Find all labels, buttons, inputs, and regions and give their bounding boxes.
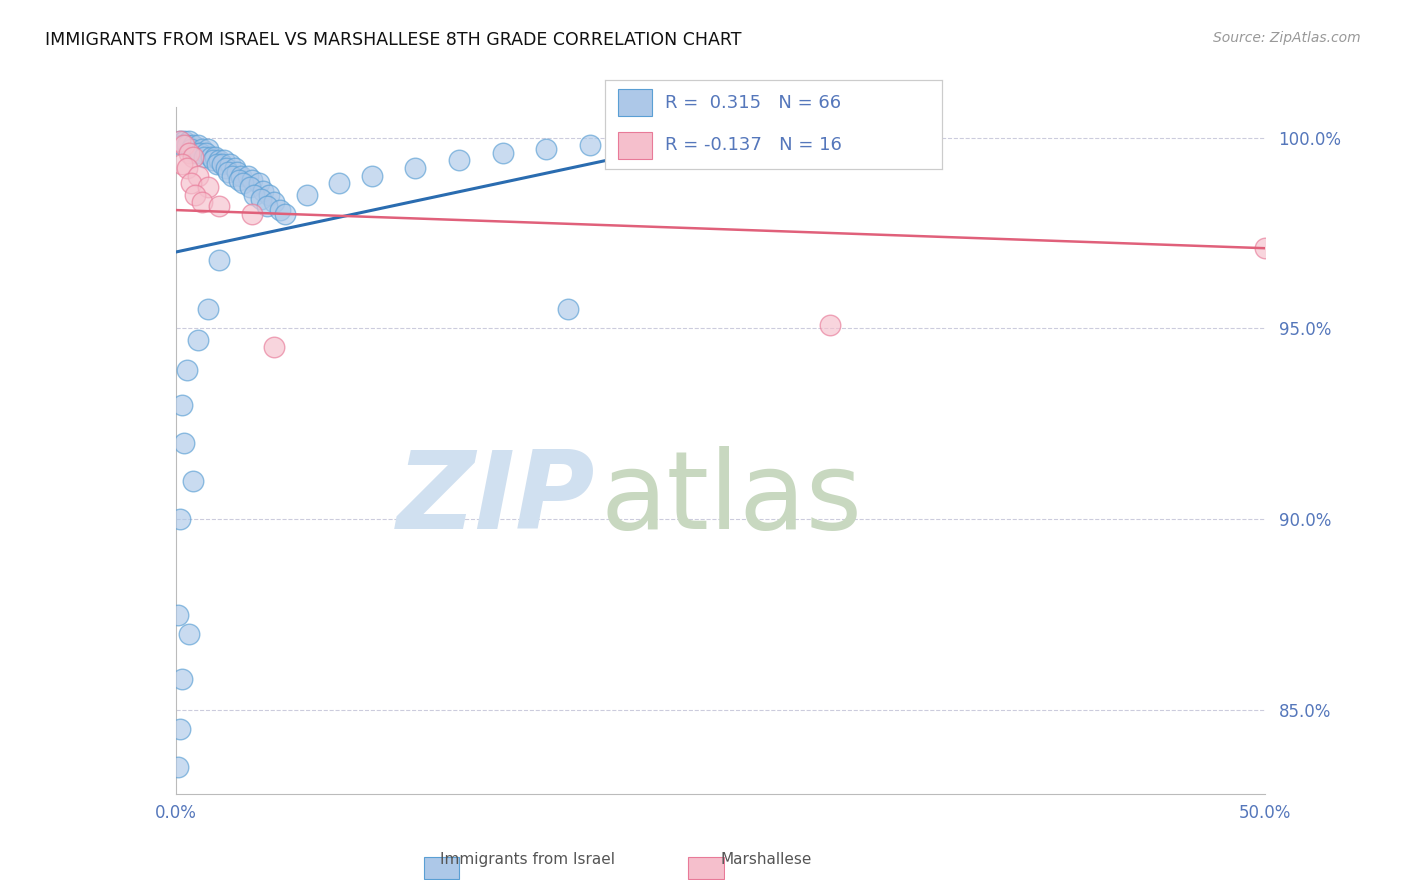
Point	[621, 135, 644, 149]
Point	[666, 135, 689, 149]
Point	[1254, 241, 1277, 255]
Point	[710, 130, 733, 145]
Point	[256, 199, 278, 213]
Point	[224, 161, 246, 175]
Point	[167, 760, 190, 774]
Point	[197, 180, 219, 194]
Point	[405, 161, 427, 175]
Point	[176, 363, 198, 377]
Point	[263, 195, 285, 210]
Point	[252, 184, 274, 198]
Text: R =  0.315   N = 66: R = 0.315 N = 66	[665, 94, 841, 112]
Point	[181, 150, 204, 164]
Point	[208, 153, 231, 168]
Point	[169, 135, 191, 149]
Point	[215, 161, 238, 175]
Point	[249, 192, 271, 206]
Point	[191, 195, 214, 210]
Point	[201, 153, 224, 168]
Point	[269, 203, 291, 218]
Point	[197, 142, 219, 156]
Point	[295, 187, 318, 202]
Point	[177, 145, 200, 160]
Point	[534, 142, 557, 156]
Point	[193, 150, 215, 164]
Point	[172, 157, 194, 171]
Text: R = -0.137   N = 16: R = -0.137 N = 16	[665, 136, 842, 154]
Point	[221, 169, 243, 183]
Point	[217, 165, 239, 179]
Point	[204, 150, 226, 164]
Point	[173, 138, 195, 153]
Point	[173, 135, 195, 149]
Point	[205, 157, 228, 171]
Point	[240, 207, 263, 221]
Point	[274, 207, 297, 221]
Point	[579, 138, 602, 153]
Point	[188, 145, 211, 160]
Point	[184, 187, 207, 202]
Point	[200, 150, 222, 164]
Point	[225, 165, 247, 179]
Point	[818, 318, 841, 332]
Point	[208, 252, 231, 267]
Text: IMMIGRANTS FROM ISRAEL VS MARSHALLESE 8TH GRADE CORRELATION CHART: IMMIGRANTS FROM ISRAEL VS MARSHALLESE 8T…	[45, 31, 741, 49]
Point	[177, 626, 200, 640]
Point	[172, 673, 194, 687]
Point	[263, 341, 285, 355]
Text: Source: ZipAtlas.com: Source: ZipAtlas.com	[1213, 31, 1361, 45]
Point	[169, 135, 191, 149]
Point	[239, 180, 262, 194]
Point	[169, 512, 191, 526]
Point	[169, 722, 191, 736]
Point	[240, 172, 263, 186]
Point	[176, 161, 198, 175]
Point	[557, 302, 579, 317]
Text: Immigrants from Israel: Immigrants from Israel	[440, 852, 614, 867]
Text: Marshallese: Marshallese	[721, 852, 811, 867]
Text: atlas: atlas	[600, 445, 863, 551]
Point	[232, 177, 254, 191]
Point	[191, 142, 214, 156]
Point	[492, 145, 515, 160]
Point	[176, 138, 198, 153]
Text: ZIP: ZIP	[396, 445, 595, 551]
Point	[236, 169, 259, 183]
Point	[360, 169, 382, 183]
Point	[259, 187, 281, 202]
Point	[172, 138, 194, 153]
Point	[212, 153, 235, 168]
Point	[167, 607, 190, 622]
Point	[186, 138, 209, 153]
Point	[195, 145, 218, 160]
Point	[184, 145, 207, 160]
Point	[186, 169, 209, 183]
Point	[228, 172, 250, 186]
Point	[181, 138, 204, 153]
Bar	[619, 89, 652, 116]
Point	[173, 435, 195, 450]
Point	[328, 177, 350, 191]
Point	[219, 157, 242, 171]
Bar	[619, 132, 652, 159]
Point	[243, 187, 266, 202]
Point	[447, 153, 470, 168]
Point	[208, 199, 231, 213]
Point	[211, 157, 233, 171]
Point	[247, 177, 270, 191]
Point	[186, 333, 209, 347]
Point	[231, 169, 253, 183]
Point	[180, 177, 202, 191]
Point	[180, 142, 202, 156]
Point	[197, 302, 219, 317]
Point	[181, 474, 204, 488]
Point	[172, 398, 194, 412]
Point	[177, 135, 200, 149]
